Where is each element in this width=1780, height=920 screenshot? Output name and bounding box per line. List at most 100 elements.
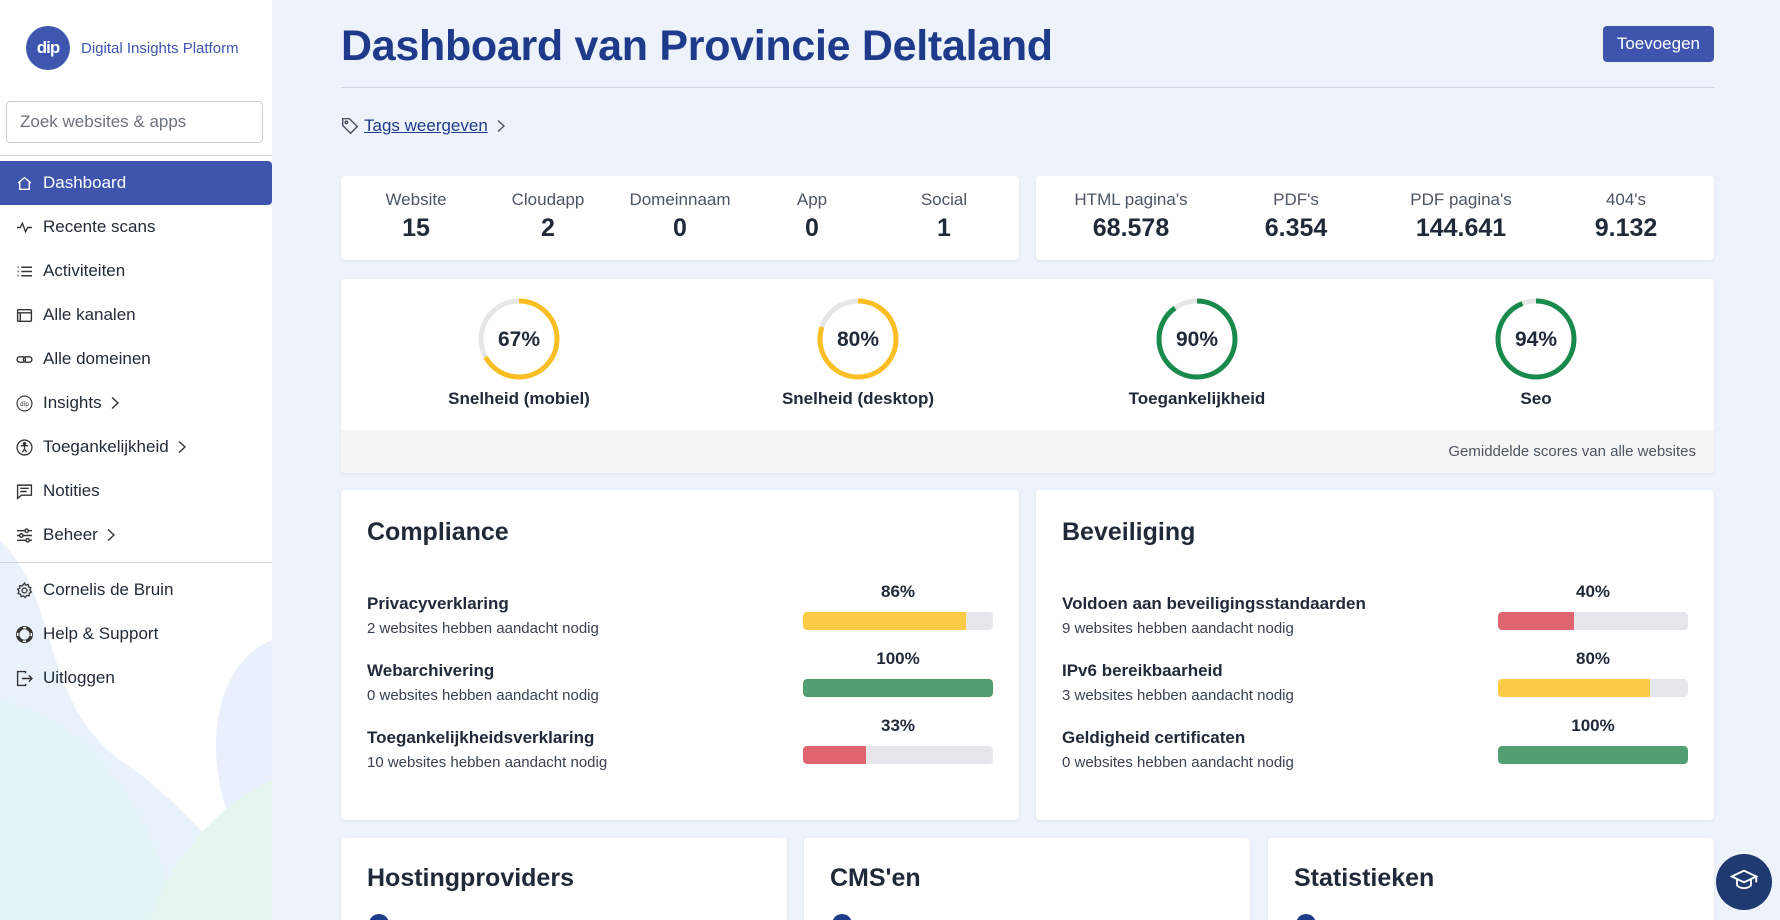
compliance-row-privacyverklaring[interactable]: Privacyverklaring 2 websites hebben aand… bbox=[367, 582, 993, 637]
sidebar-item-alle-domeinen[interactable]: Alle domeinen bbox=[0, 337, 272, 381]
gauge-arc bbox=[1156, 298, 1238, 380]
row-percentage: 33% bbox=[880, 716, 916, 735]
browser-icon bbox=[15, 306, 33, 324]
stat-pdfs[interactable]: PDF's 6.354 bbox=[1221, 176, 1371, 243]
gauge-value: 67% bbox=[498, 328, 540, 351]
sidebar-divider bbox=[0, 155, 272, 156]
sidebar-item-insights[interactable]: dip Insights bbox=[0, 381, 272, 425]
lifebuoy-icon bbox=[15, 625, 33, 643]
stat-label: Cloudapp bbox=[511, 190, 585, 209]
brand[interactable]: dip Digital Insights Platform bbox=[0, 0, 272, 96]
security-card: Beveiliging Voldoen aan beveiligingsstan… bbox=[1036, 490, 1714, 820]
add-button[interactable]: Toevoegen bbox=[1602, 26, 1714, 62]
progress-bar-fill bbox=[803, 746, 866, 764]
row-subtext: 2 websites hebben aandacht nodig bbox=[367, 620, 599, 637]
sidebar-item-dashboard[interactable]: Dashboard bbox=[0, 161, 272, 205]
graduation-cap-icon bbox=[1729, 866, 1759, 899]
stat-label: HTML pagina's bbox=[1074, 190, 1188, 209]
search-input[interactable] bbox=[6, 101, 263, 143]
stat-404s[interactable]: 404's 9.132 bbox=[1551, 176, 1701, 243]
progress-bar bbox=[1498, 746, 1688, 764]
gauge-toegankelijkheid[interactable]: 90% Toegankelijkheid bbox=[1097, 295, 1297, 409]
stat-cloudapp[interactable]: Cloudapp 2 bbox=[493, 176, 603, 243]
sidebar-item-profile[interactable]: Cornelis de Bruin bbox=[0, 568, 272, 612]
sidebar-item-help-support[interactable]: Help & Support bbox=[0, 612, 272, 656]
section-title: Beveiliging bbox=[1062, 518, 1196, 546]
stat-value: 9.132 bbox=[1594, 214, 1658, 242]
sidebar-item-activiteiten[interactable]: Activiteiten bbox=[0, 249, 272, 293]
sidebar-divider bbox=[0, 562, 272, 563]
sidebar-item-notities[interactable]: Notities bbox=[0, 469, 272, 513]
sidebar-item-beheer[interactable]: Beheer bbox=[0, 513, 272, 557]
progress-bar bbox=[803, 746, 993, 764]
gauge-snelheid-desktop[interactable]: 80% Snelheid (desktop) bbox=[758, 295, 958, 409]
activity-icon bbox=[15, 218, 33, 236]
sidebar-item-label: Help & Support bbox=[43, 624, 159, 643]
statistieken-card: Statistieken bbox=[1268, 838, 1714, 920]
row-subtext: 0 websites hebben aandacht nodig bbox=[1062, 754, 1294, 771]
gauge-snelheid-mobiel[interactable]: 67% Snelheid (mobiel) bbox=[419, 295, 619, 409]
tags-toggle-link[interactable]: Tags weergeven bbox=[341, 116, 506, 136]
security-row-ipv6[interactable]: IPv6 bereikbaarheid 3 websites hebben aa… bbox=[1062, 649, 1688, 704]
security-row-beveiligingsstandaarden[interactable]: Voldoen aan beveiligingsstandaarden 9 we… bbox=[1062, 582, 1688, 637]
sidebar-item-label: Insights bbox=[43, 393, 102, 412]
stat-label: App bbox=[796, 190, 828, 209]
compliance-row-webarchivering[interactable]: Webarchivering 0 websites hebben aandach… bbox=[367, 649, 993, 704]
security-row-certificaten[interactable]: Geldigheid certificaten 0 websites hebbe… bbox=[1062, 716, 1688, 771]
row-label: Privacyverklaring bbox=[367, 594, 509, 613]
progress-bar-fill bbox=[1498, 746, 1688, 764]
row-percentage: 80% bbox=[1575, 649, 1611, 668]
gauge-value: 90% bbox=[1176, 328, 1218, 351]
sliders-icon bbox=[15, 526, 33, 544]
progress-bar bbox=[803, 612, 993, 630]
stat-label: PDF's bbox=[1273, 190, 1319, 209]
row-label: Geldigheid certificaten bbox=[1062, 728, 1246, 747]
stat-domeinnaam[interactable]: Domeinnaam 0 bbox=[625, 176, 735, 243]
stat-app[interactable]: App 0 bbox=[757, 176, 867, 243]
compliance-row-toegankelijkheidsverklaring[interactable]: Toegankelijkheidsverklaring 10 websites … bbox=[367, 716, 993, 771]
gauge-label: Seo bbox=[1520, 389, 1552, 408]
scores-footer-note: Gemiddelde scores van alle websites bbox=[341, 430, 1714, 473]
sidebar-item-recente-scans[interactable]: Recente scans bbox=[0, 205, 272, 249]
stat-website[interactable]: Website 15 bbox=[361, 176, 471, 243]
row-subtext: 10 websites hebben aandacht nodig bbox=[367, 754, 608, 771]
sidebar-background-decoration bbox=[0, 540, 272, 920]
stat-label: Website bbox=[385, 190, 447, 209]
sidebar-item-label: Alle domeinen bbox=[43, 349, 151, 368]
svg-text:dip: dip bbox=[19, 401, 28, 407]
sidebar-item-toegankelijkheid[interactable]: Toegankelijkheid bbox=[0, 425, 272, 469]
gauge-value: 80% bbox=[837, 328, 879, 351]
hostingproviders-card: Hostingproviders bbox=[341, 838, 787, 920]
stat-pdf-pages[interactable]: PDF pagina's 144.641 bbox=[1386, 176, 1536, 243]
stat-value: 2 bbox=[541, 214, 555, 242]
row-label: Voldoen aan beveiligingsstandaarden bbox=[1062, 594, 1366, 613]
gauge-seo[interactable]: 94% Seo bbox=[1436, 295, 1636, 409]
stat-social[interactable]: Social 1 bbox=[889, 176, 999, 243]
page-header: Dashboard van Provincie Deltaland Toevoe… bbox=[341, 0, 1714, 88]
row-percentage: 86% bbox=[880, 582, 916, 601]
chevron-right-icon bbox=[106, 528, 116, 542]
note-icon bbox=[15, 482, 33, 500]
gauge-ring: 94% bbox=[1495, 298, 1577, 380]
gauge-ring: 67% bbox=[478, 298, 560, 380]
logo: dip bbox=[26, 26, 70, 70]
section-title: Statistieken bbox=[1294, 864, 1435, 892]
compliance-card: Compliance Privacyverklaring 2 websites … bbox=[341, 490, 1019, 820]
sidebar-item-alle-kanalen[interactable]: Alle kanalen bbox=[0, 293, 272, 337]
stat-value: 6.354 bbox=[1264, 214, 1328, 242]
gauge-label: Toegankelijkheid bbox=[1128, 389, 1266, 408]
list-bullet bbox=[832, 914, 852, 920]
row-subtext: 3 websites hebben aandacht nodig bbox=[1062, 687, 1294, 704]
help-fab-button[interactable] bbox=[1716, 854, 1772, 910]
stat-label: Social bbox=[920, 190, 968, 209]
section-title: CMS'en bbox=[830, 864, 921, 892]
stat-html-pages[interactable]: HTML pagina's 68.578 bbox=[1056, 176, 1206, 243]
accessibility-icon bbox=[15, 438, 33, 456]
stat-label: 404's bbox=[1605, 190, 1647, 209]
cms-card: CMS'en bbox=[804, 838, 1250, 920]
sidebar-item-uitloggen[interactable]: Uitloggen bbox=[0, 656, 272, 700]
progress-bar-fill bbox=[1498, 679, 1650, 697]
stat-value: 1 bbox=[937, 214, 951, 242]
gauge-arc bbox=[817, 298, 899, 380]
stat-value: 0 bbox=[673, 214, 687, 242]
